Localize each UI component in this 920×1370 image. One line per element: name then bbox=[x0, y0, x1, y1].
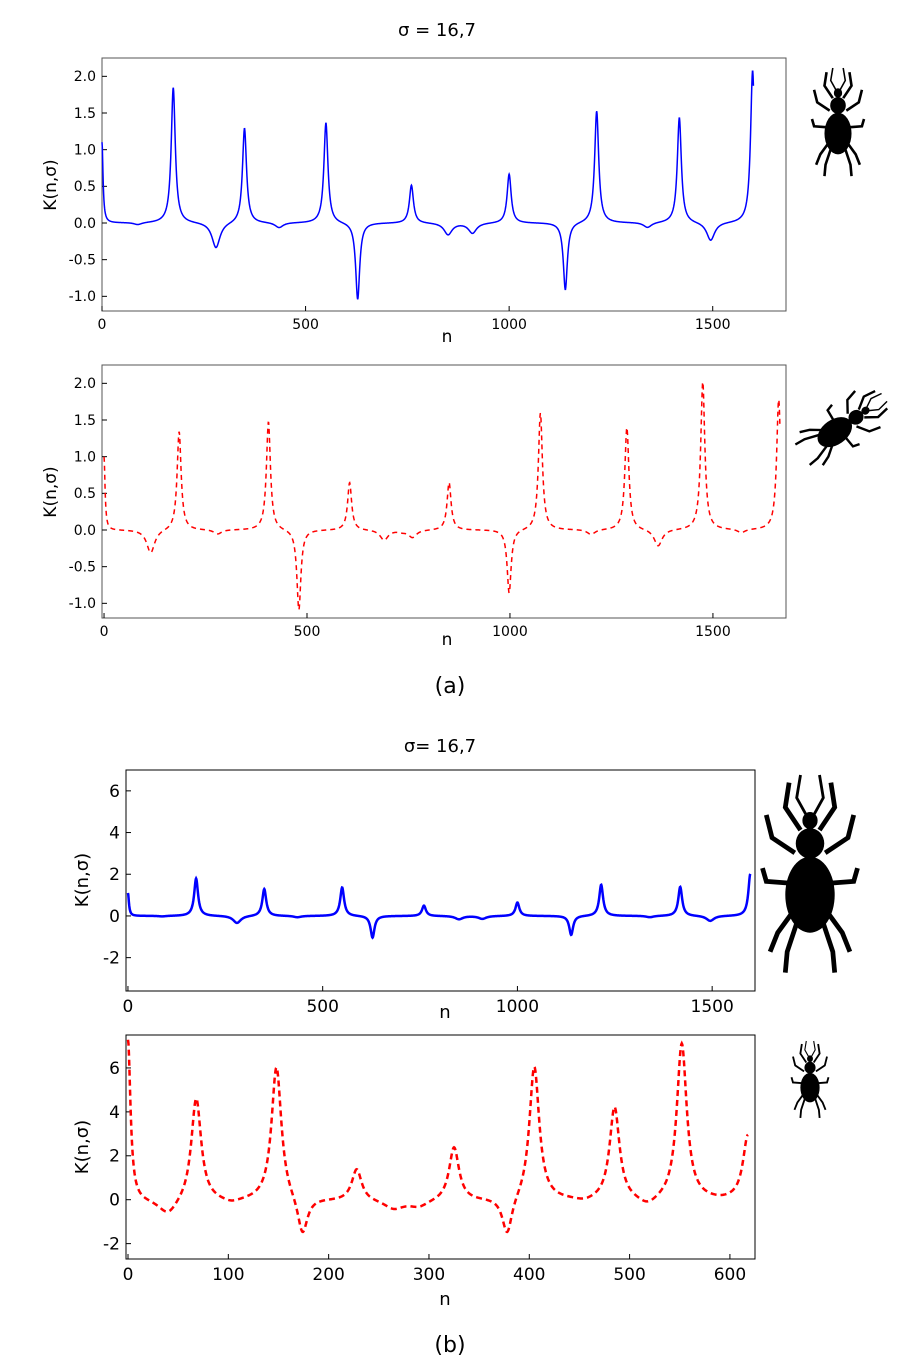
chart-a-bottom-ytick-label: 0.0 bbox=[74, 523, 96, 539]
chart-b-bottom-xtick-label: 100 bbox=[212, 1265, 244, 1285]
chart-b-bottom-xtick-label: 600 bbox=[714, 1265, 746, 1285]
chart-a-top: 0 500 1000 1500 2.0 1.5 1.0 0.5 0.0 -0.5 -1.0 K(n,… bbox=[41, 57, 787, 347]
chart-b-bottom-series-line bbox=[126, 1039, 749, 1234]
beetle-small-icon bbox=[790, 1040, 830, 1119]
chart-a-top-axes: 0 500 1000 1500 2.0 1.5 1.0 0.5 0.0 -0.5 -1.0 bbox=[69, 69, 731, 333]
chart-a-top-ytick-label: 1.0 bbox=[74, 143, 96, 159]
chart-a-top-xtick-label: 1500 bbox=[695, 317, 731, 333]
chart-b-bottom-ytick-label: 0 bbox=[109, 1191, 120, 1211]
chart-a-bottom: 0 500 1000 1500 2.0 1.5 1.0 0.5 0.0 -0.5 -1.0 K(n,… bbox=[41, 364, 787, 650]
panel-b-caption: (b) bbox=[434, 1333, 465, 1358]
chart-b-top-ytick-label: 0 bbox=[109, 907, 120, 927]
chart-b-bottom-xtick-label: 200 bbox=[312, 1265, 344, 1285]
chart-a-bottom-xlabel: n bbox=[442, 630, 453, 650]
chart-a-top-ytick-label: 1.5 bbox=[74, 106, 96, 122]
chart-b-bottom-ytick-label: -2 bbox=[103, 1235, 120, 1255]
chart-b-top-xtick-label: 1500 bbox=[691, 997, 734, 1017]
beetle-tilted-icon bbox=[787, 376, 900, 476]
chart-b-top-xtick-label: 0 bbox=[123, 997, 134, 1017]
chart-b-bottom-ytick-label: 4 bbox=[109, 1103, 120, 1123]
chart-b-bottom-xtick-label: 0 bbox=[123, 1265, 134, 1285]
chart-b-top-xlabel: n bbox=[439, 1002, 450, 1023]
chart-a-top-ytick-label: 2.0 bbox=[74, 69, 96, 85]
chart-a-top-frame bbox=[101, 57, 787, 312]
chart-a-bottom-ylabel: K(n,σ) bbox=[41, 466, 61, 517]
chart-b-bottom-ytick-label: 2 bbox=[109, 1147, 120, 1167]
chart-b-top-ytick-label: 2 bbox=[109, 865, 120, 885]
chart-b-bottom-xtick-label: 400 bbox=[513, 1265, 545, 1285]
chart-a-top-ytick-label: -1.0 bbox=[69, 289, 96, 305]
chart-a-bottom-xtick-label: 1000 bbox=[492, 624, 528, 640]
panel-a-title: σ = 16,7 bbox=[398, 20, 476, 41]
chart-a-bottom-ytick-label: 0.5 bbox=[74, 486, 96, 502]
chart-b-top-ytick-label: -2 bbox=[103, 949, 120, 969]
panel-b-title: σ= 16,7 bbox=[404, 736, 476, 757]
chart-b-top: 0 500 1000 1500 6 4 2 0 -2 K(n,σ) n bbox=[72, 769, 756, 1023]
chart-a-top-xtick-label: 1000 bbox=[491, 317, 527, 333]
chart-a-bottom-xtick-label: 500 bbox=[294, 624, 321, 640]
chart-a-top-ytick-label: 0.0 bbox=[74, 216, 96, 232]
chart-b-top-series-line bbox=[126, 873, 752, 940]
chart-b-top-xtick-label: 1000 bbox=[496, 997, 539, 1017]
chart-b-bottom-xlabel: n bbox=[439, 1289, 450, 1310]
chart-b-top-axes: 0 500 1000 1500 6 4 2 0 -2 bbox=[103, 782, 734, 1017]
chart-a-top-ytick-label: -0.5 bbox=[69, 253, 96, 269]
chart-b-bottom-xtick-label: 500 bbox=[613, 1265, 645, 1285]
chart-a-top-xtick-label: 0 bbox=[98, 317, 107, 333]
chart-b-bottom-ylabel: K(n,σ) bbox=[72, 1120, 93, 1174]
chart-b-bottom-frame bbox=[125, 1034, 756, 1260]
panel-a-caption: (a) bbox=[435, 674, 466, 699]
chart-a-bottom-xtick-label: 1500 bbox=[695, 624, 731, 640]
chart-a-bottom-series-line bbox=[103, 381, 781, 611]
chart-a-bottom-xtick-label: 0 bbox=[100, 624, 109, 640]
beetle-large-icon bbox=[763, 775, 858, 973]
chart-b-top-ylabel: K(n,σ) bbox=[72, 853, 93, 907]
chart-b-top-xtick-label: 500 bbox=[306, 997, 338, 1017]
chart-a-top-ylabel: K(n,σ) bbox=[41, 159, 61, 210]
chart-a-bottom-ytick-label: -0.5 bbox=[69, 560, 96, 576]
chart-a-bottom-frame bbox=[101, 364, 787, 619]
chart-b-top-frame bbox=[125, 769, 756, 992]
chart-a-top-xtick-label: 500 bbox=[292, 317, 319, 333]
chart-a-bottom-axes: 0 500 1000 1500 2.0 1.5 1.0 0.5 0.0 -0.5 -1.0 bbox=[69, 376, 731, 640]
chart-a-top-xlabel: n bbox=[442, 327, 453, 347]
chart-a-bottom-ytick-label: 2.0 bbox=[74, 376, 96, 392]
chart-b-top-ytick-label: 6 bbox=[109, 782, 120, 802]
chart-a-bottom-ytick-label: 1.5 bbox=[74, 413, 96, 429]
chart-b-bottom-xtick-label: 300 bbox=[413, 1265, 445, 1285]
chart-a-top-series-line bbox=[101, 70, 755, 300]
chart-b-top-ytick-label: 4 bbox=[109, 823, 120, 843]
chart-a-bottom-ytick-label: -1.0 bbox=[69, 596, 96, 612]
chart-b-bottom-ytick-label: 6 bbox=[109, 1059, 120, 1079]
chart-a-bottom-ytick-label: 1.0 bbox=[74, 450, 96, 466]
chart-a-top-ytick-label: 0.5 bbox=[74, 179, 96, 195]
beetle-top-view-icon bbox=[810, 66, 866, 178]
